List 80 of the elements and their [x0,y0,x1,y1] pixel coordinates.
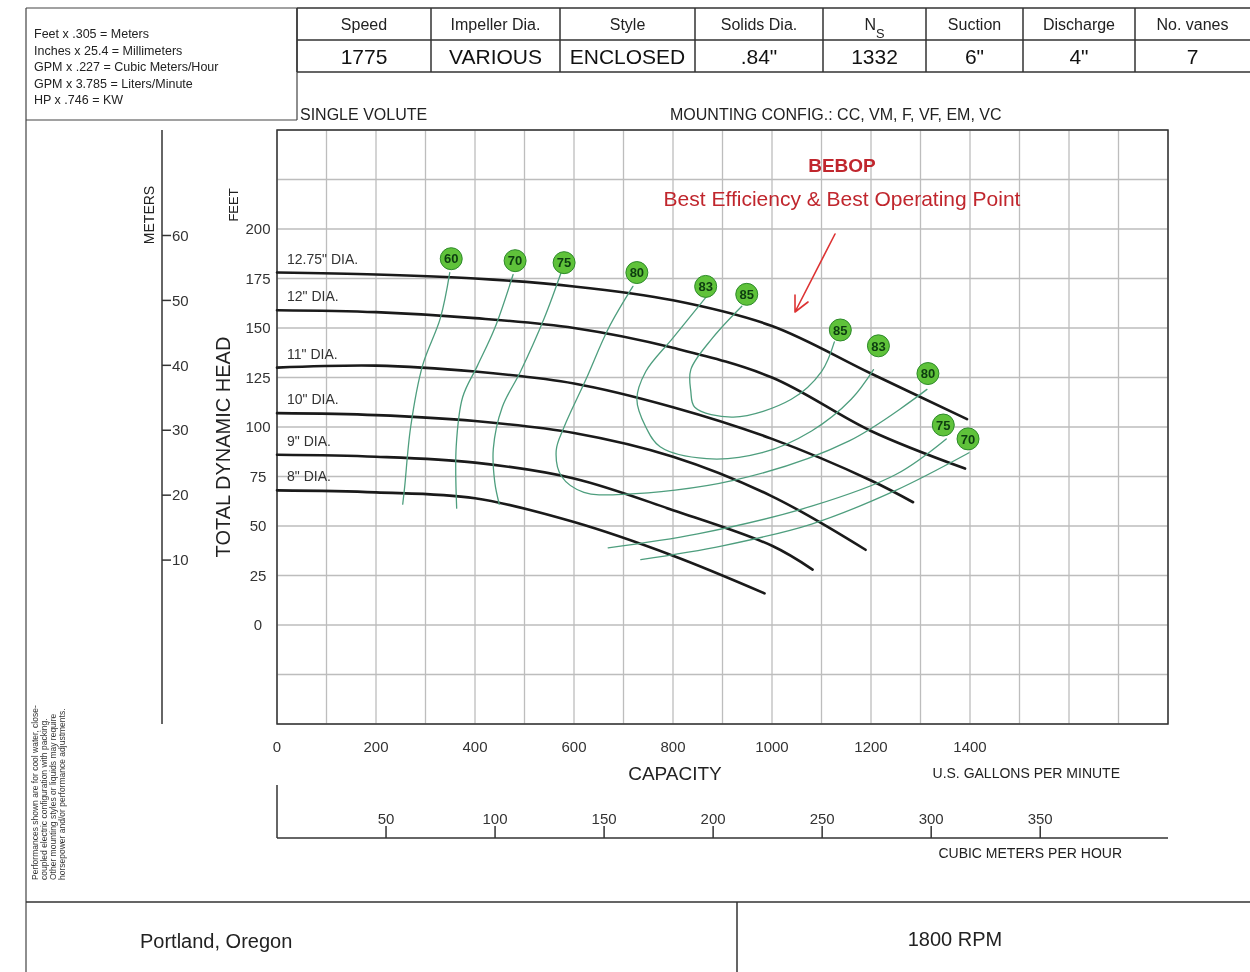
y2-axis-title: METERS [141,185,157,245]
series-label: 10" DIA. [287,391,339,408]
text: Suction [947,16,1002,33]
annotation: 60 [444,251,459,267]
y2-tick-label: 10 [172,551,189,569]
y-tick-label: 150 [245,319,271,337]
text: Solids Dia. [720,16,798,33]
text: 7 [1186,45,1199,68]
x2-tick-label: 100 [482,810,508,827]
annotation: 85 [739,287,754,303]
series-label: 9" DIA. [287,432,331,449]
text: HP x .746 = KW [34,93,124,107]
text: 1800 RPM [907,928,1003,950]
text: Speed [340,16,388,33]
y2-tick-label: 30 [172,421,189,439]
text: MOUNTING CONFIG.: CC, VM, F, VF, EM, VC [670,106,1002,123]
x-tick-label: 800 [660,738,686,755]
line-series [275,364,915,504]
text: Discharge [1042,16,1116,33]
x-tick-label: 600 [561,738,587,755]
line-series [275,453,814,571]
x-tick-label: 400 [462,738,488,755]
x-tick-label: 1400 [953,738,987,755]
text: ENCLOSED [569,45,686,68]
x-tick-label: 1000 [755,738,789,755]
text: VARIOUS [449,45,542,68]
annotation: 85 [833,322,848,338]
text: Impeller Dia. [450,16,541,33]
text: 1332 [851,45,898,68]
y-tick-label: 200 [245,220,271,238]
x2-tick-label: 50 [377,810,395,827]
annotation: BEBOP [808,155,877,176]
text: U.S. GALLONS PER MINUTE [932,765,1120,781]
annotation: 83 [698,279,713,295]
x2-axis-title: CUBIC METERS PER HOUR [938,845,1122,861]
x-tick-label: 200 [363,738,389,755]
annotation: 75 [936,417,951,433]
text: Portland, Oregon [140,930,293,952]
x-tick-label: 1200 [854,738,888,755]
x2-tick-label: 250 [809,810,835,827]
x-axis-title: CAPACITY [628,763,723,784]
y-axis-title: TOTAL DYNAMIC HEAD [212,336,234,558]
text: No. vanes [1156,16,1229,33]
annotation: Best Efficiency & Best Operating Point [663,187,1021,210]
series-label: 11" DIA. [287,345,338,362]
text: Feet x .305 = Meters [34,27,149,41]
y-tick-label: 0 [253,616,263,634]
x2-tick-label: 150 [591,810,617,827]
text: .84" [740,45,778,68]
text: Performances shown are for cool water, close- coupled electric configuration with packing. Other mounting styles or liquids may require horsepower and/or performance adjustments. [30,705,67,880]
y-tick-label: 175 [245,269,271,287]
x2-tick-label: 300 [918,810,944,827]
text: N$_{S}$ [864,16,885,41]
y-tick-label: 25 [249,566,267,584]
line-series [275,411,867,552]
series-label: 8" DIA. [287,468,331,485]
text: FEET [226,188,241,222]
y-tick-label: 100 [245,418,271,436]
y2-tick-label: 50 [172,291,189,309]
y-tick-label: 50 [249,517,267,535]
y2-tick-label: 20 [172,486,189,504]
text: Style [609,16,646,33]
y-tick-label: 75 [249,467,267,485]
series-label: 12" DIA. [287,288,339,305]
text: SINGLE VOLUTE [300,106,428,123]
x2-tick-label: 200 [700,810,726,827]
text: GPM x 3.785 = Liters/Minute [34,76,193,91]
line-series [275,489,766,595]
y2-tick-label: 40 [172,356,189,374]
text: 6" [964,45,985,68]
text: GPM x .227 = Cubic Meters/Hour [34,60,219,74]
text: Inches x 25.4 = Millimeters [34,43,183,58]
text: 4" [1069,45,1089,68]
x-tick-label: 0 [272,738,282,755]
annotation: 83 [871,338,886,354]
y2-tick-label: 60 [172,226,189,244]
y-tick-label: 125 [245,368,271,386]
x2-tick-label: 350 [1027,810,1053,827]
series-label: 12.75" DIA. [287,250,359,267]
text: 1775 [340,45,388,68]
